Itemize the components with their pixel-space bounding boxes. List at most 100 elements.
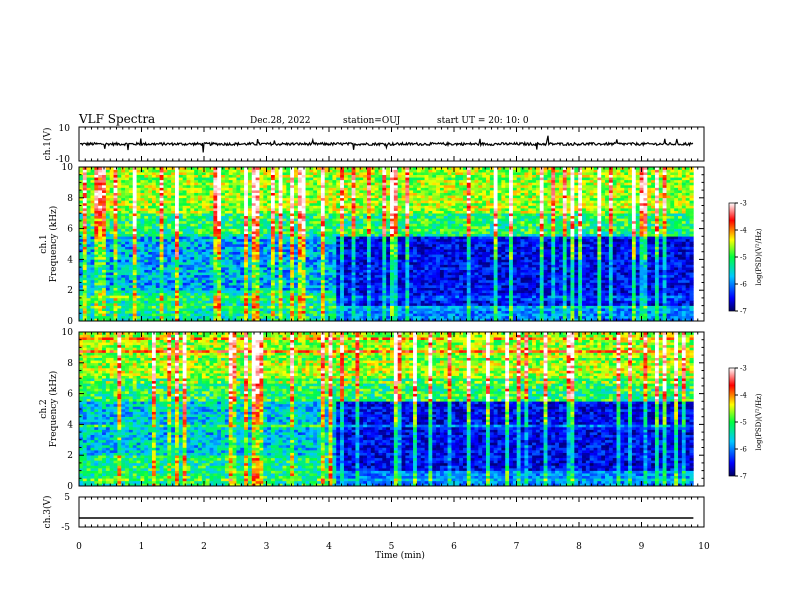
spectrogram-cell [187, 252, 191, 255]
spectrogram-cell [94, 295, 98, 298]
spectrogram-cell [321, 206, 325, 209]
spectrogram-cell [160, 198, 164, 201]
spectrogram-cell [283, 175, 287, 178]
spectrogram-cell [283, 211, 287, 214]
spectrogram-cell [294, 193, 298, 196]
spectrogram-cell [394, 298, 398, 301]
spectrogram-cell [206, 211, 210, 214]
spectrogram-cell [117, 195, 121, 198]
spectrogram-cell [394, 265, 398, 268]
spectrogram-cell [87, 193, 91, 196]
spectrogram-cell [167, 221, 171, 224]
spectrogram-cell [179, 270, 183, 273]
spectrogram-cell [133, 244, 137, 247]
spectrogram-cell [390, 254, 394, 257]
spectrogram-cell [187, 295, 191, 298]
spectrogram-cell [394, 218, 398, 221]
spectrogram-cell [359, 213, 363, 216]
spectrogram-cell [163, 252, 167, 255]
spectrogram-cell [256, 288, 260, 291]
spectrogram-cell [129, 188, 133, 191]
spectrogram-cell [267, 295, 271, 298]
spectrogram-cell [210, 229, 214, 232]
spectrogram-cell [355, 313, 359, 316]
spectrogram-cell [286, 198, 290, 201]
spectrogram-cell [298, 244, 302, 247]
spectrogram-cell [198, 316, 202, 319]
spectrogram-cell [152, 188, 156, 191]
spectrogram-cell [175, 213, 179, 216]
spectrogram-cell [110, 198, 114, 201]
spectrogram-cell [94, 280, 98, 283]
spectrogram-cell [183, 226, 187, 229]
spectrogram-cell [206, 308, 210, 311]
spectrogram-cell [352, 213, 356, 216]
spectrogram-cell [79, 170, 83, 173]
spectrogram-cell [348, 272, 352, 275]
spectrogram-cell [148, 311, 152, 314]
spectrogram-cell [206, 252, 210, 255]
spectrogram-cell [229, 190, 233, 193]
spectrogram-cell [114, 288, 118, 291]
spectrogram-cell [94, 259, 98, 262]
spectrogram-cell [221, 175, 225, 178]
spectrogram-cell [306, 226, 310, 229]
spectrogram-cell [363, 275, 367, 278]
spectrogram-cell [236, 262, 240, 265]
spectrogram-cell [206, 247, 210, 250]
spectrogram-cell [137, 285, 141, 288]
spectrogram-cell [279, 313, 283, 316]
spectrogram-cell [194, 239, 198, 242]
spectrogram-cell [233, 249, 237, 252]
spectrogram-cell [367, 241, 371, 244]
spectrogram-cell [198, 234, 202, 237]
spectrogram-cell [329, 295, 333, 298]
spectrogram-cell [163, 193, 167, 196]
spectrogram-cell [329, 185, 333, 188]
spectrogram-cell [283, 311, 287, 314]
spectrogram-cell [156, 275, 160, 278]
spectrogram-cell [102, 200, 106, 203]
spectrogram-cell [229, 270, 233, 273]
spectrogram-cell [302, 259, 306, 262]
spectrogram-cell [390, 218, 394, 221]
spectrogram-cell [102, 198, 106, 201]
spectrogram-cell [283, 257, 287, 260]
spectrogram-cell [137, 288, 141, 291]
spectrogram-cell [94, 234, 98, 237]
spectrogram-cell [129, 293, 133, 296]
spectrogram-cell [87, 288, 91, 291]
spectrogram-cell [175, 208, 179, 211]
spectrogram-cell [359, 177, 363, 180]
spectrogram-cell [114, 175, 118, 178]
spectrogram-cell [236, 270, 240, 273]
spectrogram-cell [275, 280, 279, 283]
spectrogram-cell [283, 288, 287, 291]
spectrogram-cell [302, 216, 306, 219]
spectrogram-cell [91, 277, 95, 280]
spectrogram-cell [140, 280, 144, 283]
spectrogram-cell [91, 175, 95, 178]
spectrogram-cell [375, 280, 379, 283]
spectrogram-cell [298, 254, 302, 257]
spectrogram-cell [213, 188, 217, 191]
spectrogram-cell [279, 236, 283, 239]
spectrogram-cell [309, 283, 313, 286]
spectrogram-cell [114, 229, 118, 232]
spectrogram-cell [87, 234, 91, 237]
spectrogram-cell [167, 206, 171, 209]
spectrogram-cell [213, 303, 217, 306]
spectrogram-cell [190, 172, 194, 175]
spectrogram-cell [137, 295, 141, 298]
spectrogram-cell [94, 303, 98, 306]
spectrogram-cell [140, 298, 144, 301]
spectrogram-cell [336, 234, 340, 237]
spectrogram-cell [394, 223, 398, 226]
spectrogram-cell [210, 298, 214, 301]
spectrogram-cell [317, 316, 321, 319]
spectrogram-cell [167, 311, 171, 314]
spectrogram-cell [125, 198, 129, 201]
spectrogram-cell [106, 283, 110, 286]
spectrogram-cell [286, 285, 290, 288]
spectrogram-cell [98, 177, 102, 180]
